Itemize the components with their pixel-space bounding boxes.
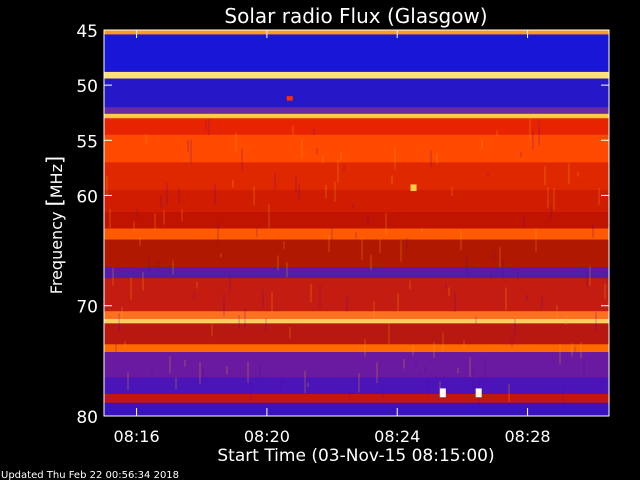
burst-mark — [410, 184, 417, 192]
x-tick-label: 08:20 — [244, 427, 290, 446]
spectrum-band — [104, 311, 609, 320]
y-axis: 45 50 55 60 70 80 — [76, 22, 609, 428]
noise-texture — [103, 118, 609, 404]
spectrum-band — [104, 34, 609, 73]
spectrum-band — [104, 377, 609, 395]
y-tick-label: 80 — [76, 408, 98, 428]
y-tick-label: 70 — [76, 298, 98, 318]
spectrum-band — [104, 267, 609, 279]
spectrum-band — [104, 402, 609, 417]
x-axis-label: Start Time (03-Nov-15 08:15:00) — [217, 446, 494, 466]
spectrum-band — [104, 189, 609, 213]
spectrum-band — [104, 323, 609, 345]
spectrum-band — [104, 78, 609, 108]
y-axis-label: Frequency [MHz] — [43, 156, 67, 294]
spectrum-band — [104, 134, 609, 163]
burst-mark — [475, 388, 482, 398]
spectrum-band — [104, 318, 609, 324]
y-tick-label: 55 — [76, 132, 98, 152]
x-axis: 08:16 08:20 08:24 08:28 — [114, 30, 551, 446]
y-tick-label: 60 — [76, 187, 98, 207]
burst-mark — [286, 96, 293, 101]
spectrum-band — [104, 30, 609, 35]
update-footer: Updated Thu Feb 22 00:56:34 2018 — [1, 470, 179, 480]
x-tick-label: 08:16 — [114, 427, 160, 446]
spectrum-band — [104, 211, 609, 230]
spectrum-band — [104, 118, 609, 136]
spectrum-band — [104, 239, 609, 268]
spectrum-band — [104, 352, 609, 378]
plot-frame — [103, 29, 610, 417]
spectrum-band — [104, 71, 609, 80]
spectrum-band — [104, 393, 609, 404]
y-tick-label: 50 — [76, 77, 98, 97]
chart-title: Solar radio Flux (Glasgow) — [224, 4, 487, 28]
spectrum-band — [104, 107, 609, 115]
y-tick-label: 45 — [76, 22, 98, 42]
burst-mark — [439, 388, 446, 398]
spectrum-band — [104, 162, 609, 191]
x-tick-label: 08:24 — [374, 427, 420, 446]
spectrum-band — [104, 344, 609, 353]
spectrum-band — [104, 278, 609, 312]
spectrum-band — [104, 113, 609, 119]
spectrogram-plot-area — [103, 30, 609, 417]
spectrum-band — [104, 228, 609, 241]
x-tick-label: 08:28 — [504, 427, 550, 446]
